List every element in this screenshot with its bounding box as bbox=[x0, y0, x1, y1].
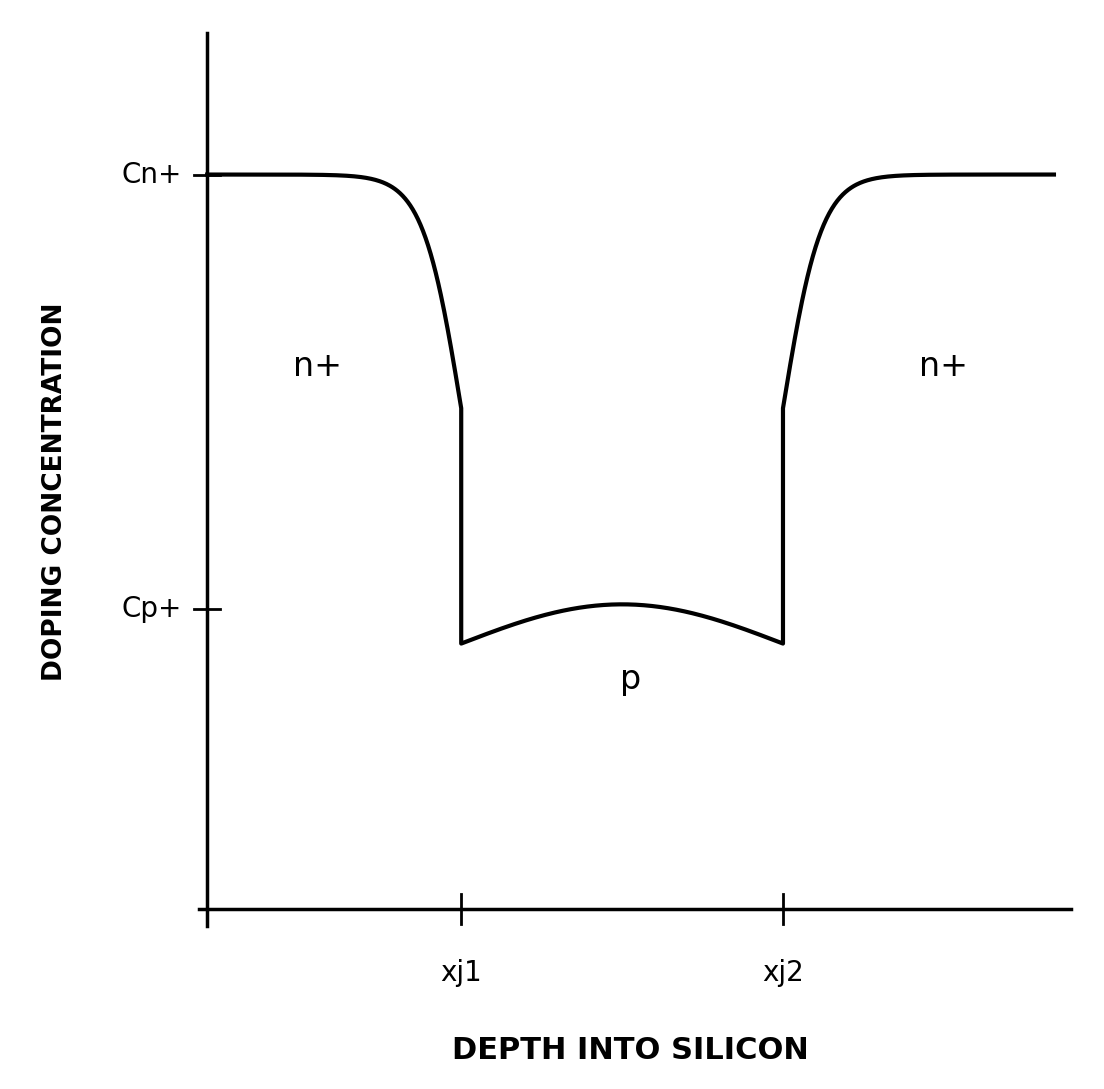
Text: DEPTH INTO SILICON: DEPTH INTO SILICON bbox=[453, 1037, 809, 1065]
Text: n+: n+ bbox=[293, 350, 342, 383]
Text: Cp+: Cp+ bbox=[121, 595, 182, 623]
Text: n+: n+ bbox=[920, 350, 968, 383]
Text: DOPING CONCENTRATION: DOPING CONCENTRATION bbox=[42, 303, 67, 681]
Text: Cn+: Cn+ bbox=[121, 160, 182, 188]
Text: p: p bbox=[620, 663, 641, 696]
Text: xj2: xj2 bbox=[762, 959, 804, 987]
Text: xj1: xj1 bbox=[440, 959, 482, 987]
